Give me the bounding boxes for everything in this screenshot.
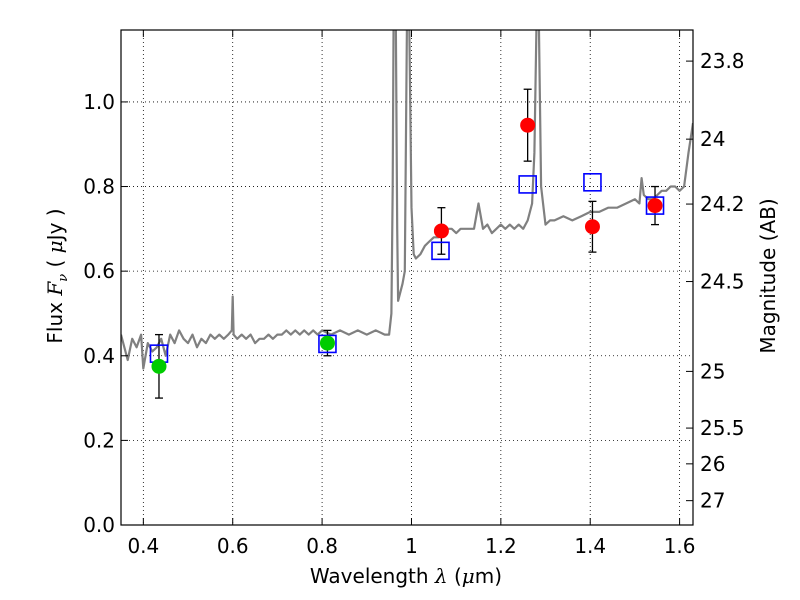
- y-axis-label-mid: (: [43, 253, 67, 274]
- y2-tick-label: 25: [700, 359, 725, 383]
- y-tick-label: 0.4: [83, 344, 115, 368]
- y2-tick-label: 24.2: [700, 192, 745, 216]
- y2-tick-label: 27: [700, 489, 725, 513]
- x-axis-label-post: m): [475, 564, 502, 588]
- x-axis-label-symbol: λ: [434, 564, 448, 588]
- observed-point: [319, 335, 335, 351]
- axis-ticks: 0.4 0.6 0.8 1 1.2 1.4 1.6 0.0 0.2 0.4 0.6 0.8 1.0 23.…: [83, 30, 745, 558]
- model-points: [149, 173, 665, 363]
- y-axis-label-mu: μ: [43, 240, 67, 253]
- x-tick-label: 1.4: [574, 534, 606, 558]
- model-point: [645, 196, 665, 215]
- y-tick-label: 1.0: [83, 90, 115, 114]
- observed-point: [647, 198, 663, 214]
- model-point: [431, 241, 450, 261]
- y2-tick-label: 24.5: [700, 270, 745, 294]
- model-point: [318, 334, 337, 354]
- x-axis-label-mu: μ: [462, 564, 475, 588]
- observed-points: [151, 117, 663, 374]
- y-tick-label: 0.6: [83, 259, 115, 283]
- spectrum-series: [121, 30, 693, 370]
- y2-tick-label: 24: [700, 127, 725, 151]
- x-axis-label-pre: Wavelength: [310, 564, 435, 588]
- y2-tick-label: 26: [700, 452, 725, 476]
- spectrum-line: [121, 30, 693, 370]
- y2-tick-label: 25.5: [700, 416, 745, 440]
- x-tick-label: 0.4: [127, 534, 159, 558]
- plot-frame: [120, 29, 694, 526]
- y-axis-label-subscript: ν: [56, 274, 71, 282]
- y-tick-label: 0.2: [83, 428, 115, 452]
- x-tick-label: 1: [405, 534, 418, 558]
- y2-axis-label: Magnitude (AB): [756, 198, 780, 353]
- model-point: [518, 175, 537, 194]
- x-tick-label: 1.6: [664, 534, 696, 558]
- y-axis-label: Flux Fν ( μJy ): [43, 208, 71, 343]
- y-axis-label-post: Jy ): [43, 208, 67, 242]
- x-tick-label: 1.2: [485, 534, 517, 558]
- observed-point: [433, 223, 449, 239]
- observed-point: [520, 117, 536, 133]
- model-point: [583, 173, 602, 192]
- observed-point: [584, 219, 600, 235]
- x-tick-label: 0.8: [306, 534, 338, 558]
- x-axis-label-mid: (: [448, 564, 462, 588]
- y2-tick-label: 23.8: [700, 49, 745, 73]
- x-tick-label: 0.6: [217, 534, 249, 558]
- x-axis-label: Wavelength λ (μm): [310, 564, 502, 588]
- y-axis-label-symbol: F: [43, 281, 67, 297]
- y-tick-label: 0.8: [83, 175, 115, 199]
- observed-point: [151, 358, 167, 374]
- y-tick-label: 0.0: [83, 513, 115, 537]
- y-axis-label-pre: Flux: [43, 296, 67, 344]
